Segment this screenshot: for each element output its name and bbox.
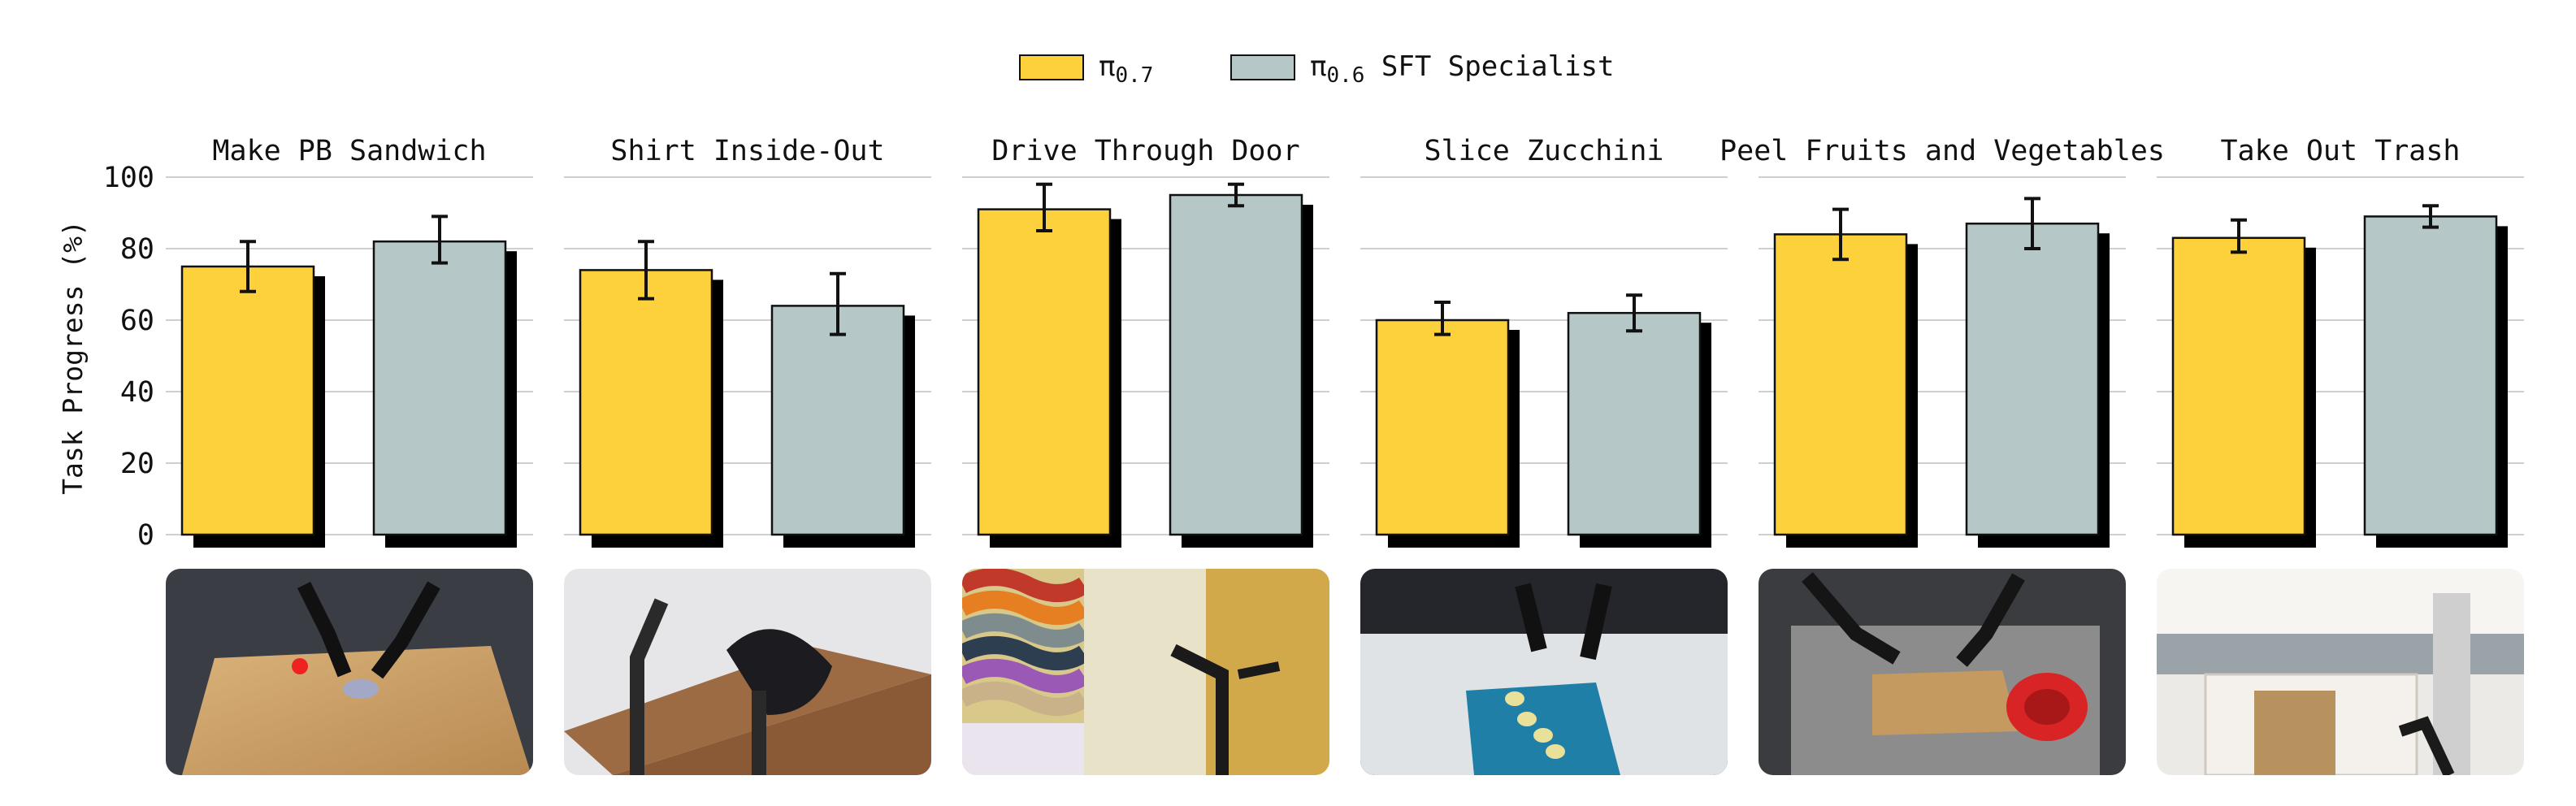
bar-pi06 xyxy=(770,305,905,536)
panel-title: Make PB Sandwich xyxy=(212,135,486,167)
y-axis-label: Task Progress (%) xyxy=(57,220,89,495)
legend-label-pi06: π0.6 SFT Specialist xyxy=(1310,50,1615,88)
bar-pi07 xyxy=(579,269,713,536)
legend-swatch-pi07 xyxy=(1019,54,1084,80)
legend-swatch-pi06 xyxy=(1230,54,1295,80)
task-photos xyxy=(166,569,2524,775)
y-tick-label: 60 xyxy=(120,305,154,337)
task-photo-mobile-robot-kitchen-trash xyxy=(2157,569,2524,775)
y-tick-label: 20 xyxy=(120,448,154,480)
bar-pi07 xyxy=(977,208,1112,536)
task-photo-robot-slicing-zucchini xyxy=(1360,569,1728,775)
legend-symbol-pi06: π xyxy=(1310,50,1326,83)
legend-suffix-pi06: SFT Specialist xyxy=(1364,50,1614,83)
panel-title: Take Out Trash xyxy=(2220,135,2460,167)
legend-symbol-pi07: π xyxy=(1099,50,1115,83)
legend-subscript-pi07: 0.7 xyxy=(1115,63,1153,88)
panel-title: Shirt Inside-Out xyxy=(610,135,884,167)
bar-pi06 xyxy=(1567,311,1702,536)
task-photo-robot-arms-sandwich-table xyxy=(166,569,533,775)
y-tick-label: 40 xyxy=(120,376,154,409)
panel-title: Drive Through Door xyxy=(991,135,1299,167)
legend-subscript-pi06: 0.6 xyxy=(1326,63,1364,88)
legend-label-pi07: π0.7 xyxy=(1099,50,1153,88)
bar-pi06 xyxy=(372,240,507,536)
task-photo-robot-peeling-bowl xyxy=(1759,569,2126,775)
legend: π0.7 π0.6 SFT Specialist xyxy=(1019,50,1615,88)
bar-pi06 xyxy=(1965,222,2100,536)
y-tick-label: 100 xyxy=(103,162,154,194)
panel-title: Peel Fruits and Vegetables xyxy=(1720,135,2165,167)
bar-pi07 xyxy=(1773,233,1908,536)
task-photo-robot-arm-shirt-table xyxy=(564,569,931,775)
task-photo-mobile-robot-doorway xyxy=(962,569,1329,775)
bar-pi07 xyxy=(1375,318,1510,536)
bar-pi06 xyxy=(2363,215,2498,536)
plot-area: 0 20 40 60 80 100 Make PB Sandwich Shirt Inside… xyxy=(103,135,2524,552)
bar-pi07 xyxy=(180,265,315,536)
bar-pi06 xyxy=(1169,193,1303,536)
y-tick-label: 80 xyxy=(120,233,154,266)
panel-title: Slice Zucchini xyxy=(1424,135,1663,167)
bar-pi07 xyxy=(2171,236,2306,536)
y-tick-label: 0 xyxy=(137,519,154,552)
